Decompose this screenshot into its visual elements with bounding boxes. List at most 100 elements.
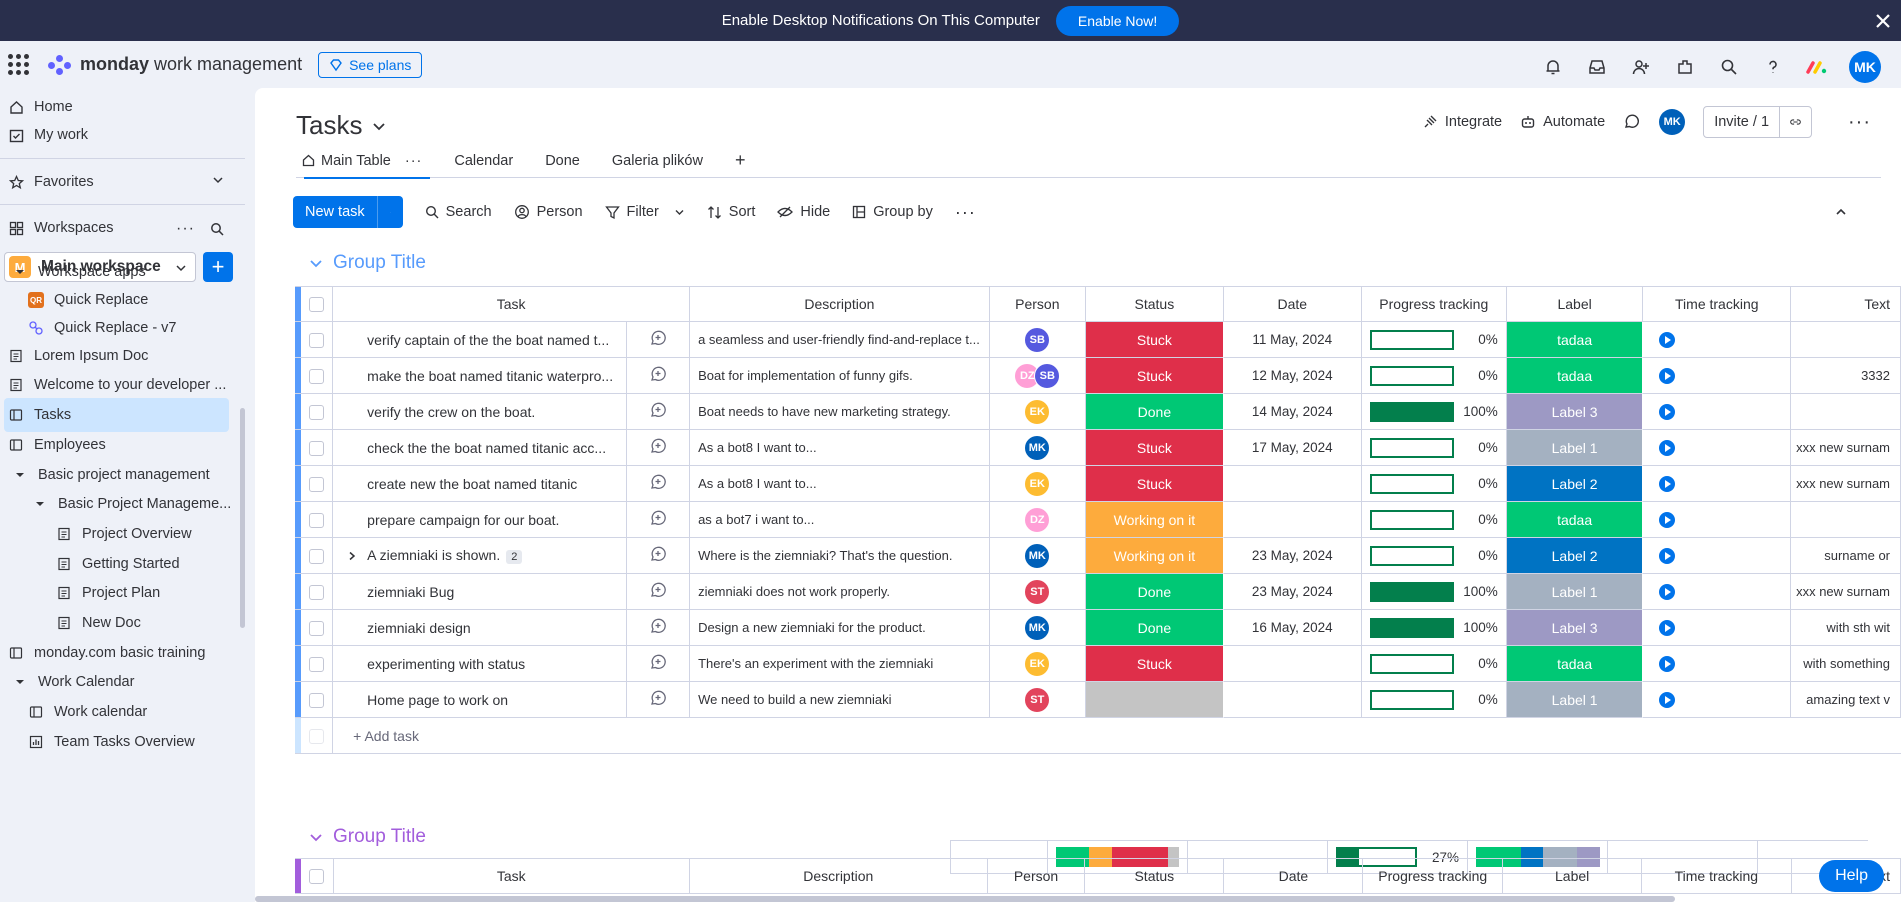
time-tracking-cell[interactable] [1643,358,1792,394]
monday-products-icon[interactable] [1805,55,1829,79]
sidebar-item-project-plan[interactable]: Project Plan [56,576,240,610]
description-cell[interactable]: Boat for implementation of funny gifs. [690,358,990,394]
sidebar-item-project-overview[interactable]: Project Overview [56,517,240,551]
row-checkbox[interactable] [300,358,334,394]
status-cell[interactable]: Stuck [1085,322,1224,358]
description-cell[interactable]: As a bot8 I want to... [690,466,990,502]
sidebar-item-work-calendar[interactable]: Work calendar [28,695,240,729]
column-header-task[interactable]: Task [333,858,690,894]
task-name-cell[interactable]: ziemniaki design [333,610,627,646]
time-tracking-cell[interactable] [1643,394,1792,430]
person-avatar[interactable]: EK [1024,470,1051,497]
add-update-icon[interactable] [626,574,691,610]
column-header-text[interactable]: Text [1791,286,1901,322]
row-checkbox[interactable] [300,322,334,358]
search-icon[interactable] [210,222,224,240]
status-cell[interactable]: Stuck [1085,646,1224,682]
play-icon[interactable] [1659,367,1676,384]
table-row[interactable]: verify captain of the the boat named t..… [295,322,1901,358]
person-cell[interactable]: DZ [989,502,1086,538]
description-cell[interactable]: as a bot7 i want to... [690,502,990,538]
sidebar-item-basic-project-management[interactable]: Basic project management [12,458,240,492]
row-checkbox[interactable] [300,682,334,718]
task-name-cell[interactable]: create new the boat named titanic [333,466,627,502]
horizontal-scrollbar[interactable] [255,896,1675,902]
select-all-checkbox[interactable] [300,858,334,894]
table-row[interactable]: A ziemniaki is shown. 2 Where is the ziemn… [295,538,1901,574]
person-avatar[interactable]: MK [1024,434,1051,461]
column-header-status[interactable]: Status [1085,286,1224,322]
person-cell[interactable]: DZ SB [989,358,1086,394]
column-header-task[interactable]: Task [333,286,691,322]
table-row[interactable]: experimenting with status There's an expe… [295,646,1901,682]
more-options-icon[interactable]: ··· [176,220,195,237]
add-update-icon[interactable] [626,466,691,502]
automate-button[interactable]: Automate [1520,114,1605,130]
more-options-icon[interactable]: ··· [954,201,976,222]
add-update-icon[interactable] [626,430,691,466]
text-cell[interactable]: surname or [1791,538,1901,574]
add-update-icon[interactable] [626,646,691,682]
sidebar-item-workspaces[interactable]: Workspaces [8,211,168,245]
chevron-down-icon[interactable] [376,196,403,228]
person-avatar[interactable]: ST [1024,578,1051,605]
board-title[interactable]: Tasks [296,110,386,141]
close-icon[interactable] [1873,11,1893,31]
text-cell[interactable] [1791,322,1901,358]
group-title-2[interactable]: Group Title [309,826,426,848]
user-avatar[interactable]: MK [1849,51,1881,83]
date-cell[interactable]: 12 May, 2024 [1223,358,1362,394]
column-header-progress[interactable]: Progress tracking [1361,286,1507,322]
help-icon[interactable] [1761,55,1785,79]
add-update-icon[interactable] [626,358,691,394]
sort-button[interactable]: Sort [707,204,755,220]
board-owner-avatar[interactable]: MK [1659,109,1686,135]
group-title[interactable]: Group Title [309,252,426,274]
add-task-input[interactable]: + Add task [333,718,1901,754]
status-cell[interactable]: Done [1085,610,1224,646]
person-filter-button[interactable]: Person [514,204,583,220]
date-cell[interactable]: 23 May, 2024 [1223,574,1362,610]
description-cell[interactable]: As a bot8 I want to... [690,430,990,466]
person-avatar[interactable]: SB [1034,362,1061,389]
status-summary-bar[interactable] [1048,841,1188,873]
column-header-person[interactable]: Person [987,858,1086,894]
chevron-down-icon[interactable] [674,207,685,218]
row-checkbox[interactable] [300,466,334,502]
person-cell[interactable]: EK [989,394,1086,430]
person-avatar[interactable]: EK [1024,398,1051,425]
chevron-down-icon[interactable] [309,256,323,270]
tab-main-table[interactable]: Main Table ··· [296,144,438,179]
play-icon[interactable] [1659,511,1676,528]
add-update-icon[interactable] [626,538,691,574]
play-icon[interactable] [1659,655,1676,672]
column-header-time-tracking[interactable]: Time tracking [1642,858,1792,894]
person-cell[interactable]: ST [989,682,1086,718]
person-cell[interactable]: SB [989,322,1086,358]
sidebar-item-lorem-ipsum-doc[interactable]: Lorem Ipsum Doc [8,339,240,373]
column-header-status[interactable]: Status [1085,858,1225,894]
person-avatar[interactable]: MK [1024,542,1051,569]
time-tracking-cell[interactable] [1643,538,1792,574]
link-icon[interactable] [1779,107,1811,137]
text-cell[interactable]: 3332 [1791,358,1901,394]
description-cell[interactable]: Where is the ziemniaki? That's the quest… [690,538,990,574]
date-cell[interactable]: 16 May, 2024 [1223,610,1362,646]
workspace-selector[interactable]: M Main workspace [4,252,196,282]
time-tracking-cell[interactable] [1643,646,1792,682]
column-header-text[interactable]: Text [1791,858,1901,894]
play-icon[interactable] [1659,475,1676,492]
text-cell[interactable]: xxx new surnam [1791,466,1901,502]
tab-done[interactable]: Done [529,144,596,178]
column-header-description[interactable]: Description [689,858,988,894]
brand-logo[interactable]: monday work management [48,54,302,75]
description-cell[interactable]: Design a new ziemniaki for the product. [690,610,990,646]
column-header-person[interactable]: Person [989,286,1086,322]
collapse-header-icon[interactable] [1829,200,1853,224]
play-icon[interactable] [1659,439,1676,456]
sidebar-item-tasks[interactable]: Tasks [4,398,229,432]
person-cell[interactable]: MK [989,610,1086,646]
person-cell[interactable]: EK [989,466,1086,502]
description-cell[interactable]: a seamless and user-friendly find-and-re… [690,322,990,358]
description-cell[interactable]: ziemniaki does not work properly. [690,574,990,610]
